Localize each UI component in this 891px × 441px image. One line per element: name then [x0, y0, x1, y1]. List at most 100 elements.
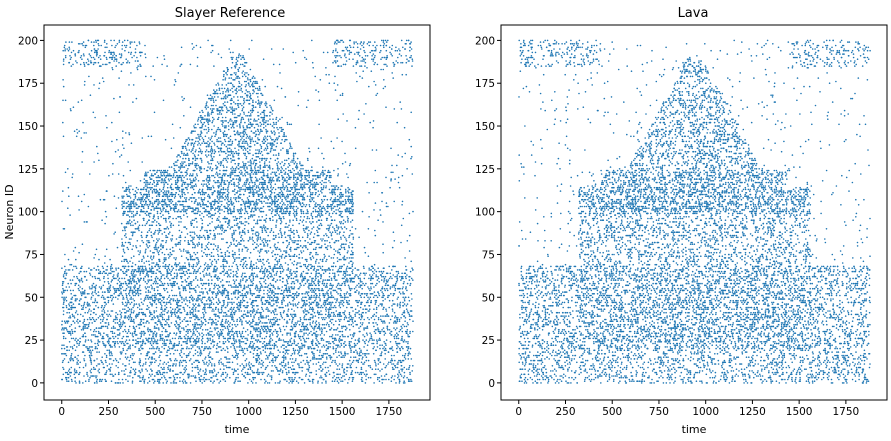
scatter-point: [384, 332, 387, 335]
scatter-point: [211, 150, 214, 153]
scatter-point: [155, 224, 158, 227]
scatter-point: [270, 142, 272, 144]
scatter-point: [308, 147, 310, 150]
scatter-point: [315, 178, 317, 180]
scatter-point: [342, 257, 344, 259]
scatter-point: [264, 226, 267, 228]
scatter-point: [243, 138, 245, 141]
scatter-point: [283, 173, 286, 175]
scatter-point: [336, 229, 338, 232]
scatter-point: [237, 210, 239, 213]
scatter-point: [408, 313, 411, 316]
scatter-point: [255, 311, 258, 314]
scatter-point: [189, 258, 192, 261]
scatter-point: [380, 270, 383, 273]
scatter-point: [215, 133, 217, 136]
scatter-point: [130, 318, 133, 321]
scatter-point: [262, 303, 264, 305]
scatter-point: [282, 339, 285, 341]
scatter-point: [303, 204, 305, 206]
scatter-point: [175, 294, 178, 297]
scatter-point: [266, 240, 269, 242]
scatter-point: [177, 329, 180, 331]
scatter-point: [68, 269, 71, 271]
scatter-point: [111, 330, 114, 333]
scatter-point: [233, 116, 236, 119]
scatter-point: [276, 246, 279, 249]
scatter-point: [148, 380, 151, 383]
scatter-point: [220, 56, 223, 59]
scatter-point: [335, 351, 337, 353]
scatter-point: [195, 299, 198, 302]
scatter-point: [244, 366, 246, 369]
scatter-point: [233, 320, 235, 323]
scatter-point: [284, 363, 287, 365]
scatter-point: [238, 115, 241, 117]
scatter-point: [188, 299, 191, 302]
scatter-point: [376, 329, 378, 331]
scatter-point: [285, 368, 287, 371]
scatter-point: [196, 257, 199, 259]
scatter-point: [371, 368, 374, 371]
scatter-point: [355, 41, 357, 43]
scatter-point: [334, 329, 336, 331]
scatter-point: [210, 147, 213, 150]
scatter-point: [332, 306, 335, 309]
scatter-point: [319, 265, 321, 268]
scatter-point: [200, 250, 203, 252]
scatter-point: [330, 246, 332, 249]
scatter-point: [185, 228, 188, 230]
scatter-point: [328, 275, 331, 278]
scatter-point: [191, 162, 194, 165]
scatter-point: [383, 330, 386, 333]
scatter-point: [127, 356, 129, 359]
scatter-point: [275, 121, 278, 124]
scatter-point: [127, 262, 129, 264]
scatter-point: [154, 299, 156, 302]
scatter-point: [169, 370, 172, 372]
scatter-point: [76, 363, 78, 365]
scatter-point: [126, 246, 129, 249]
scatter-point: [119, 341, 121, 343]
scatter-point: [217, 53, 220, 55]
scatter-point: [152, 378, 155, 381]
scatter-point: [125, 358, 128, 360]
scatter-point: [320, 219, 323, 221]
scatter-point: [171, 313, 173, 316]
scatter-point: [394, 178, 396, 180]
scatter-point: [201, 245, 203, 247]
scatter-point: [161, 313, 164, 316]
scatter-point: [213, 144, 216, 146]
scatter-point: [288, 370, 290, 372]
scatter-point: [341, 140, 343, 143]
scatter-point: [347, 363, 350, 365]
scatter-point: [382, 41, 385, 43]
scatter-point: [89, 55, 92, 57]
scatter-point: [289, 145, 292, 148]
scatter-point: [228, 128, 230, 131]
scatter-point: [62, 366, 64, 369]
scatter-point: [332, 257, 335, 259]
scatter-point: [391, 246, 394, 249]
scatter-point: [269, 178, 272, 180]
scatter-point: [355, 311, 357, 314]
scatter-point: [273, 204, 276, 206]
scatter-point: [322, 238, 324, 240]
scatter-point: [263, 226, 265, 228]
scatter-point: [256, 180, 258, 182]
scatter-point: [255, 152, 258, 155]
scatter-point: [281, 161, 283, 163]
scatter-point: [296, 306, 299, 309]
scatter-point: [357, 305, 359, 307]
scatter-point: [213, 284, 216, 287]
scatter-point: [118, 41, 121, 43]
scatter-point: [209, 94, 212, 96]
scatter-point: [335, 310, 338, 312]
scatter-point: [180, 150, 183, 153]
scatter-point: [355, 63, 358, 66]
scatter-point: [254, 77, 256, 79]
scatter-point: [205, 253, 207, 256]
scatter-point: [374, 303, 377, 305]
scatter-point: [121, 277, 123, 280]
scatter-point: [241, 323, 243, 326]
